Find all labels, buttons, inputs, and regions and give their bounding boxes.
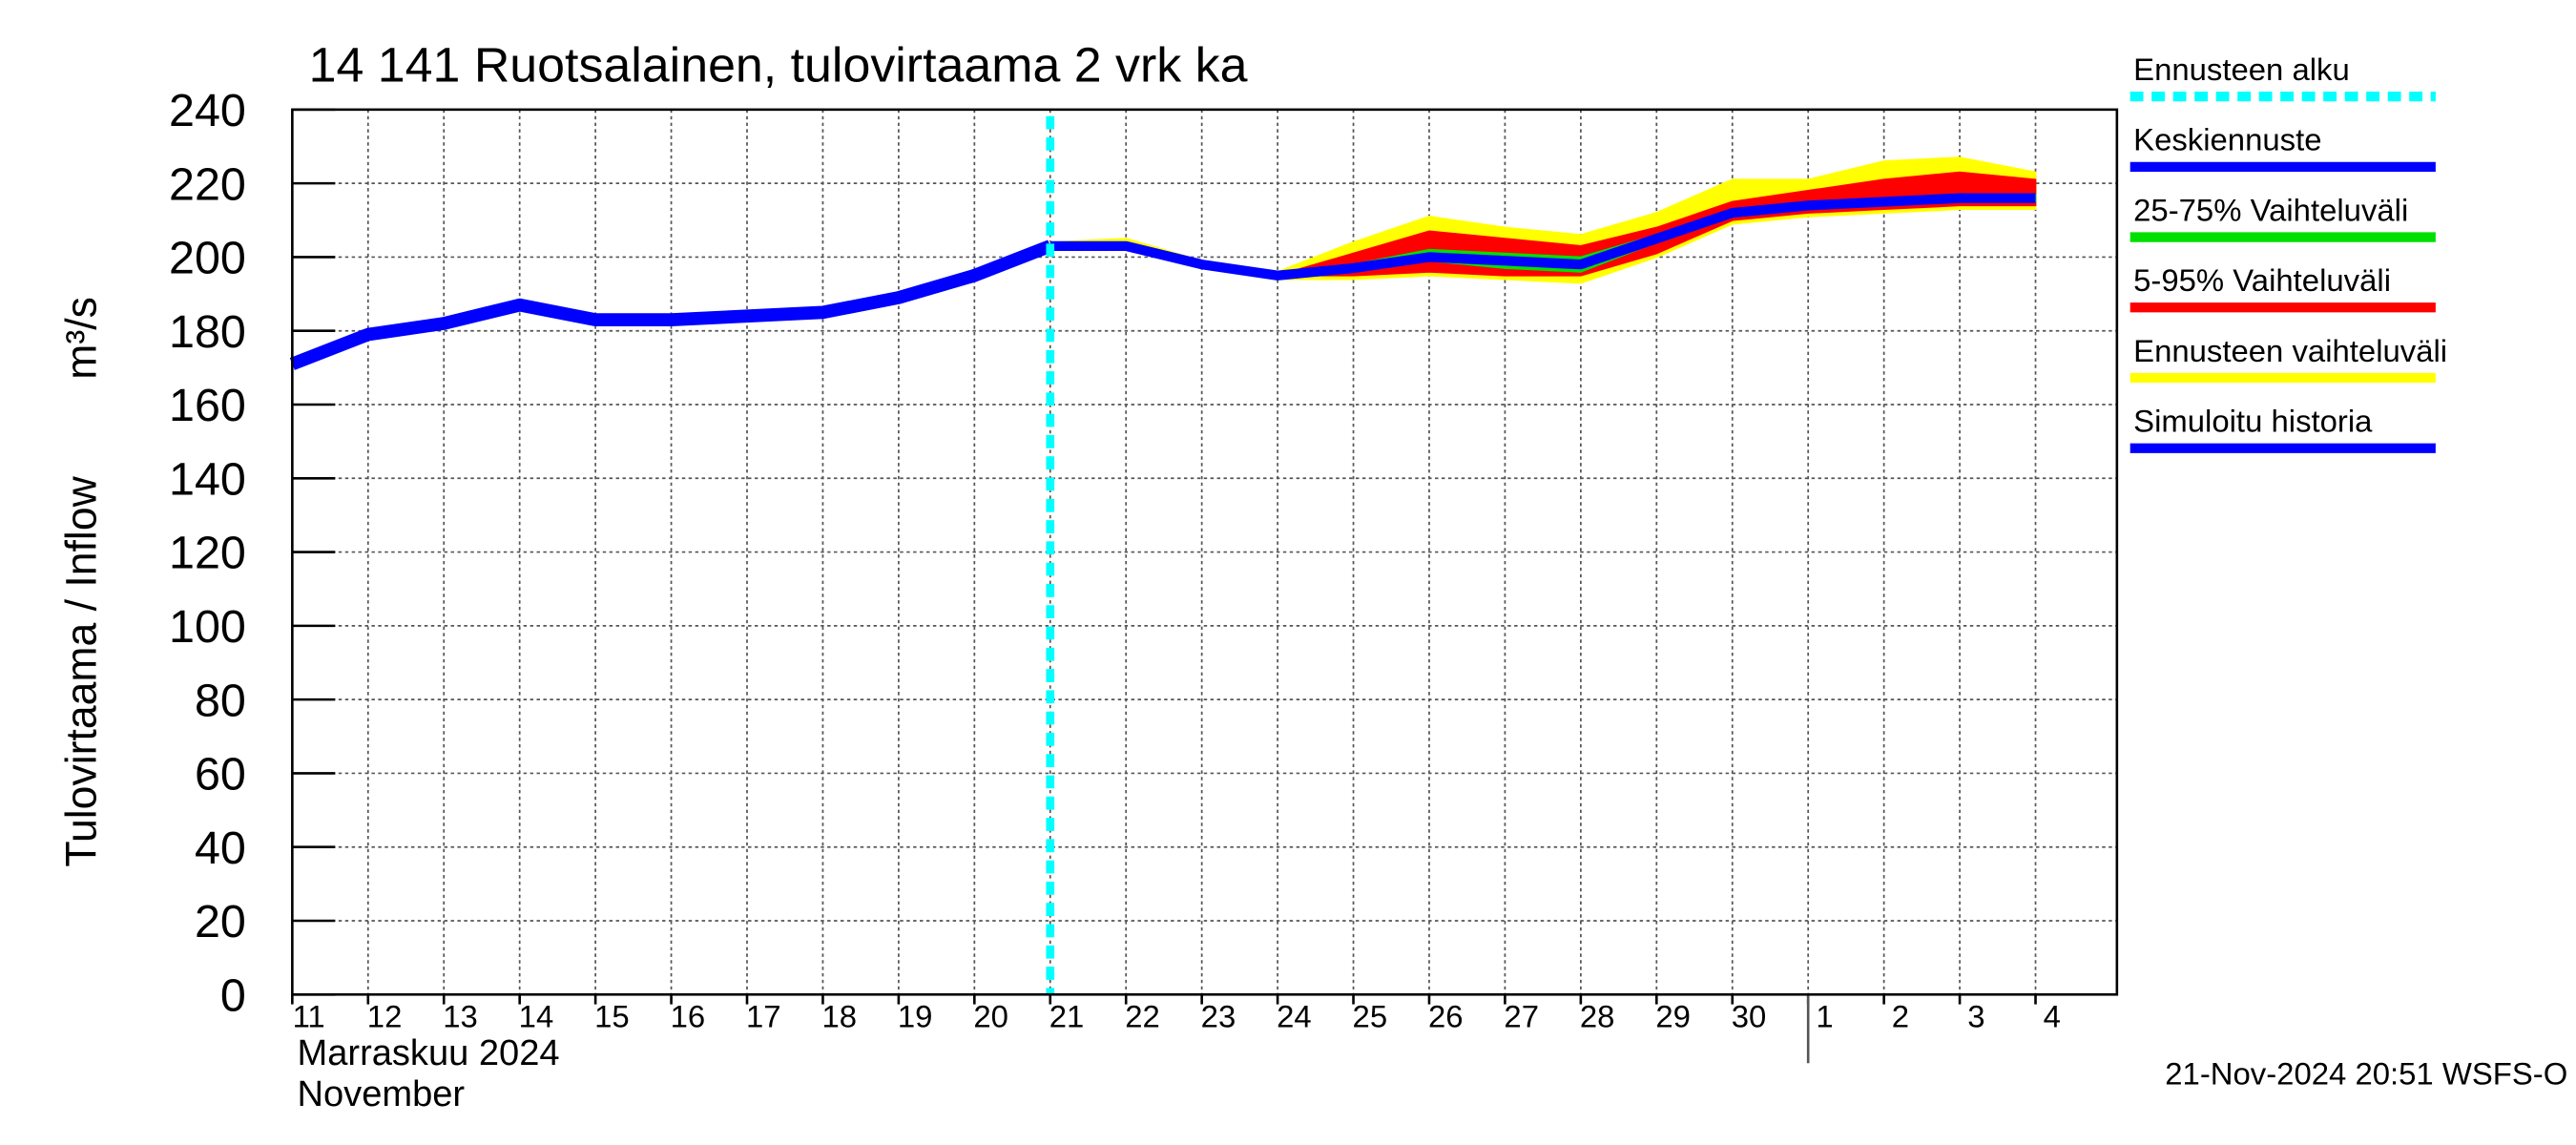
- x-tick-label: 16: [671, 999, 706, 1034]
- x-tick-label: 4: [2044, 999, 2061, 1034]
- x-tick-label: 30: [1732, 999, 1767, 1034]
- legend-label: Keskiennuste: [2133, 122, 2321, 157]
- y-tick-label: 100: [169, 601, 246, 653]
- x-month-label: Marraskuu 2024: [298, 1033, 560, 1073]
- x-month-label: November: [298, 1074, 466, 1114]
- x-tick-label: 27: [1504, 999, 1539, 1034]
- x-tick-label: 21: [1049, 999, 1085, 1034]
- x-tick-label: 18: [821, 999, 857, 1034]
- x-tick-label: 25: [1353, 999, 1388, 1034]
- x-tick-label: 26: [1428, 999, 1464, 1034]
- y-tick-label: 80: [195, 675, 246, 726]
- y-axis-unit: m³/s: [57, 297, 105, 380]
- y-axis-label: Tulovirtaama / Inflow: [57, 476, 105, 867]
- legend-label: Ennusteen alku: [2133, 52, 2350, 87]
- y-tick-label: 0: [220, 970, 246, 1022]
- line-series: [289, 239, 1053, 370]
- legend-label: Ennusteen vaihteluväli: [2133, 333, 2447, 368]
- legend-label: 5-95% Vaihteluväli: [2133, 262, 2391, 298]
- line-series: [1049, 193, 2036, 281]
- y-tick-label: 180: [169, 306, 246, 358]
- x-tick-label: 24: [1277, 999, 1312, 1034]
- legend-label: Simuloitu historia: [2133, 404, 2373, 439]
- y-tick-label: 160: [169, 380, 246, 431]
- x-tick-label: 2: [1892, 999, 1909, 1034]
- y-tick-label: 20: [195, 896, 246, 947]
- plot-frame: [291, 108, 2119, 996]
- band: [1049, 156, 2037, 284]
- x-tick-label: 17: [746, 999, 781, 1034]
- y-tick-label: 120: [169, 528, 246, 579]
- x-tick-label: 19: [898, 999, 933, 1034]
- x-tick-label: 13: [443, 999, 478, 1034]
- y-tick-label: 40: [195, 822, 246, 874]
- x-tick-label: 29: [1655, 999, 1691, 1034]
- y-tick-label: 220: [169, 158, 246, 210]
- x-tick-label: 20: [973, 999, 1008, 1034]
- y-tick-label: 240: [169, 85, 246, 136]
- y-tick-label: 60: [195, 749, 246, 801]
- footer: 21-Nov-2024 20:51 WSFS-O: [2165, 1056, 2567, 1092]
- x-tick-label: 14: [519, 999, 554, 1034]
- y-tick-label: 140: [169, 454, 246, 506]
- x-tick-label: 15: [594, 999, 630, 1034]
- x-tick-label: 28: [1580, 999, 1615, 1034]
- legend-label: 25-75% Vaihteluväli: [2133, 193, 2408, 228]
- x-tick-label: 23: [1201, 999, 1236, 1034]
- x-tick-label: 22: [1125, 999, 1160, 1034]
- x-tick-label: 12: [367, 999, 403, 1034]
- y-tick-label: 200: [169, 233, 246, 284]
- x-tick-label: 11: [293, 999, 325, 1034]
- chart-title: 14 141 Ruotsalainen, tulovirtaama 2 vrk …: [309, 37, 1248, 93]
- x-tick-label: 3: [1967, 999, 1984, 1034]
- x-tick-label: 1: [1816, 999, 1833, 1034]
- band: [1049, 171, 2037, 277]
